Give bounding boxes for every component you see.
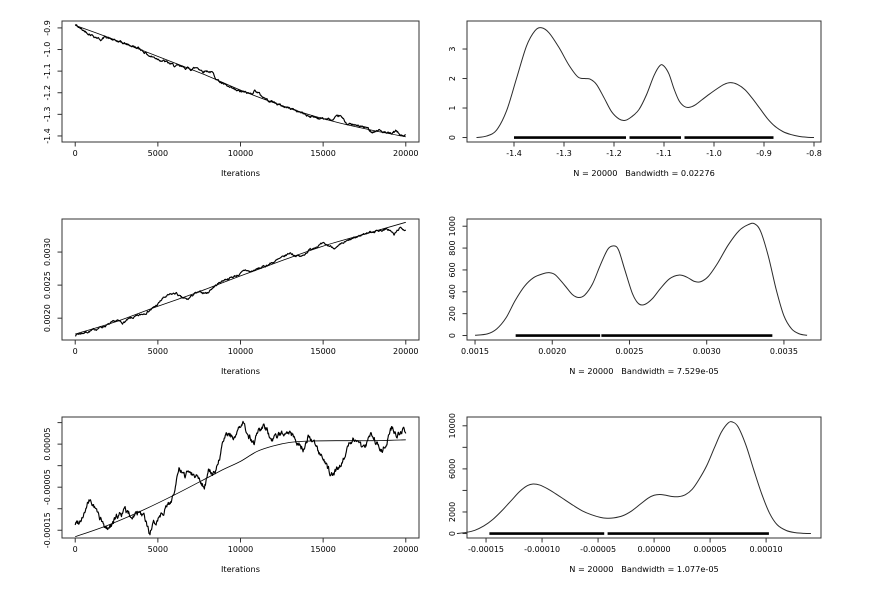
density-curve xyxy=(476,27,815,139)
x-tick-label: -0.8 xyxy=(806,149,822,158)
y-tick-label: 800 xyxy=(448,240,457,255)
x-tick-label: 0.0020 xyxy=(538,347,566,356)
plot-box xyxy=(466,218,822,341)
y-tick-label: 0.00005 xyxy=(43,428,52,461)
x-tick-label: 0.00000 xyxy=(638,545,671,554)
x-tick-label: 0.00005 xyxy=(694,545,727,554)
density-plot-param3: -0.00015 -0.00010 -0.00005 0.00000 0.00005 0.… xyxy=(448,413,822,574)
density-plot-param2: 0.0015 0.0020 0.0025 0.0030 0.0035 0 200 400 600… xyxy=(448,216,822,376)
x-tick-label: -1.1 xyxy=(656,149,672,158)
x-tick-label: 0 xyxy=(73,545,78,554)
x-tick-label: 0 xyxy=(73,347,78,356)
smooth-fit-line xyxy=(75,24,406,138)
y-tick-label: 3 xyxy=(448,46,457,51)
x-tick-label: 5000 xyxy=(148,545,168,554)
x-tick-label: -0.9 xyxy=(756,149,772,158)
y-tick-label: 0.0030 xyxy=(43,238,52,266)
y-tick-label: -0.9 xyxy=(43,20,52,36)
y-tick-label: 2 xyxy=(448,76,457,81)
panel-density-param2: 0.0015 0.0020 0.0025 0.0030 0.0035 0 200 400 600… xyxy=(436,198,873,396)
y-tick-label: -1.4 xyxy=(43,128,52,144)
x-tick-label: -1.0 xyxy=(706,149,722,158)
x-tick-label: 15000 xyxy=(310,545,335,554)
y-tick-label: -0.00005 xyxy=(43,469,52,505)
x-tick-label: 10000 xyxy=(228,545,253,554)
x-tick-label: -0.00015 xyxy=(468,545,504,554)
x-tick-label: 20000 xyxy=(393,347,418,356)
x-axis-title: Iterations xyxy=(221,168,260,178)
trace-line xyxy=(74,420,407,536)
trace-plot-param2: 0 5000 10000 15000 20000 0.0020 0.0025 0.0030 It… xyxy=(43,218,420,376)
plot-subtitle: N = 20000 Bandwidth = 0.02276 xyxy=(573,168,715,178)
y-tick-label: -1.2 xyxy=(43,85,52,101)
x-tick-label: 0.0035 xyxy=(770,347,798,356)
y-tick-label: 0 xyxy=(448,333,457,338)
x-tick-label: 10000 xyxy=(228,347,253,356)
plot-box xyxy=(61,416,420,539)
x-tick-label: 20000 xyxy=(393,149,418,158)
y-tick-label: -1.0 xyxy=(43,42,52,58)
y-tick-label: 1 xyxy=(448,105,457,110)
plot-subtitle: N = 20000 Bandwidth = 1.077e-05 xyxy=(569,564,719,574)
panel-density-param3: -0.00015 -0.00010 -0.00005 0.00000 0.00005 0.… xyxy=(436,396,873,595)
density-curve xyxy=(456,421,811,535)
trace-line xyxy=(74,226,407,337)
x-tick-label: -0.00010 xyxy=(524,545,560,554)
y-tick-label: 0.0020 xyxy=(43,304,52,332)
x-tick-label: 5000 xyxy=(148,347,168,356)
y-tick-label: 0 xyxy=(448,135,457,140)
x-tick-label: -1.4 xyxy=(506,149,522,158)
smooth-fit-line xyxy=(75,221,406,335)
x-tick-label: 15000 xyxy=(310,347,335,356)
trace-line xyxy=(74,24,406,137)
y-tick-label: 600 xyxy=(448,262,457,277)
plot-box xyxy=(466,416,822,539)
trace-plot-param3: 0 5000 10000 15000 20000 -0.00015 -0.00005 0.00… xyxy=(43,416,420,574)
x-tick-label: 0 xyxy=(73,149,78,158)
panel-trace-param3: 0 5000 10000 15000 20000 -0.00015 -0.00005 0.00… xyxy=(0,396,436,595)
y-tick-label: -1.3 xyxy=(43,107,52,123)
panel-trace-param2: 0 5000 10000 15000 20000 0.0020 0.0025 0.0030 It… xyxy=(0,198,436,396)
y-tick-label: 1000 xyxy=(448,216,457,236)
panel-density-param1: -1.4 -1.3 -1.2 -1.1 -1.0 -0.9 -0.8 0 1 2 3 N = 2000… xyxy=(436,0,873,198)
x-axis-title: Iterations xyxy=(221,564,260,574)
y-tick-label: 6000 xyxy=(448,459,457,479)
x-tick-label: 15000 xyxy=(310,149,335,158)
x-tick-label: 5000 xyxy=(148,149,168,158)
y-tick-label: -0.00015 xyxy=(43,512,52,548)
plot-subtitle: N = 20000 Bandwidth = 7.529e-05 xyxy=(569,366,719,376)
y-tick-label: 0 xyxy=(448,531,457,536)
x-tick-label: 10000 xyxy=(228,149,253,158)
y-tick-label: -1.1 xyxy=(43,63,52,79)
x-tick-label: 0.0030 xyxy=(693,347,721,356)
x-tick-label: 0.0025 xyxy=(615,347,643,356)
trace-plot-param1: 0 5000 10000 15000 20000 -1.4 -1.3 -1.2 -1.1 -1.0… xyxy=(43,20,420,178)
panel-trace-param1: 0 5000 10000 15000 20000 -1.4 -1.3 -1.2 -1.1 -1.0… xyxy=(0,0,436,198)
x-tick-label: -0.00005 xyxy=(580,545,616,554)
plot-box xyxy=(466,20,822,143)
plot-box xyxy=(61,20,420,143)
x-tick-label: 0.0015 xyxy=(461,347,489,356)
y-tick-label: 2000 xyxy=(448,502,457,522)
x-tick-label: -1.3 xyxy=(556,149,572,158)
y-tick-label: 200 xyxy=(448,306,457,321)
y-tick-label: 400 xyxy=(448,284,457,299)
x-axis-title: Iterations xyxy=(221,366,260,376)
x-tick-label: -1.2 xyxy=(606,149,622,158)
y-tick-label: 10000 xyxy=(448,413,457,438)
y-tick-label: 0.0025 xyxy=(43,271,52,299)
smooth-fit-line xyxy=(75,439,406,538)
x-tick-label: 0.00010 xyxy=(750,545,783,554)
density-curve xyxy=(474,222,808,336)
x-tick-label: 20000 xyxy=(393,545,418,554)
density-plot-param1: -1.4 -1.3 -1.2 -1.1 -1.0 -0.9 -0.8 0 1 2 3 N = 2000… xyxy=(448,20,822,178)
